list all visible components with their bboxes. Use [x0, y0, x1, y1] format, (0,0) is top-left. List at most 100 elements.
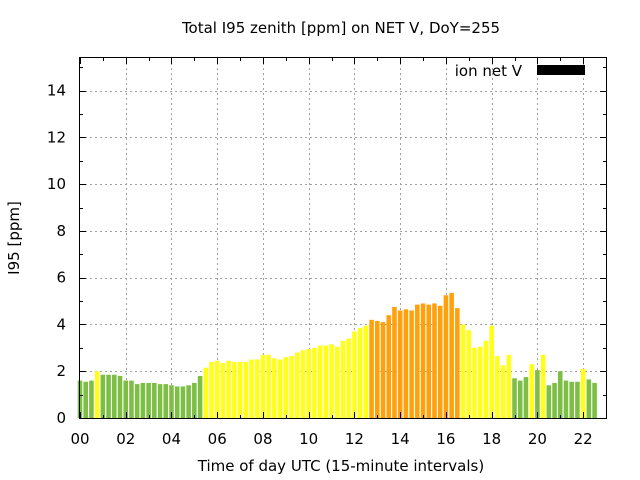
bar: [169, 385, 174, 418]
y-tick-label: 8: [56, 222, 66, 240]
bar: [340, 340, 346, 418]
x-tick-label: 18: [482, 430, 501, 448]
bar: [546, 385, 552, 418]
bar: [237, 361, 243, 418]
bar: [535, 370, 540, 418]
bar: [89, 380, 94, 418]
y-tick-label: 2: [56, 362, 66, 380]
bar: [466, 330, 472, 418]
bar: [294, 352, 300, 418]
bar: [323, 345, 329, 418]
bar: [392, 306, 397, 418]
x-tick-label: 08: [253, 430, 272, 448]
bar: [386, 315, 392, 418]
bar: [569, 381, 574, 418]
bar: [220, 363, 226, 418]
bar: [575, 381, 580, 418]
plot-frame: [79, 57, 607, 419]
bar: [523, 377, 529, 418]
bar: [209, 361, 214, 418]
bar: [306, 349, 311, 418]
bar: [283, 357, 289, 418]
x-tick-label: 16: [436, 430, 455, 448]
y-tick-label: 6: [56, 269, 66, 287]
bar: [106, 374, 111, 418]
bar: [335, 346, 340, 418]
bar: [506, 354, 512, 418]
bar: [437, 305, 443, 418]
bar: [123, 380, 129, 418]
bar: [563, 380, 569, 418]
bar: [146, 382, 151, 418]
bar: [455, 308, 460, 418]
bar: [500, 365, 506, 418]
bar: [483, 340, 489, 418]
bar: [443, 295, 449, 418]
bar: [512, 378, 517, 418]
chart-title: Total I95 zenith [ppm] on NET V, DoY=255: [181, 19, 500, 37]
y-tick-label: 10: [47, 175, 66, 193]
bar: [529, 364, 534, 418]
bar: [517, 380, 523, 418]
bar: [134, 384, 140, 418]
bar: [489, 325, 494, 418]
legend: ion net V: [455, 62, 585, 80]
legend-label: ion net V: [455, 62, 523, 80]
x-tick-label: 20: [528, 430, 547, 448]
bar: [112, 374, 117, 418]
bar: [415, 304, 420, 418]
bar: [186, 385, 191, 418]
bar: [214, 360, 220, 418]
bar: [83, 381, 88, 418]
bar: [477, 346, 483, 418]
bar: [174, 386, 180, 418]
x-tick-label: 04: [162, 430, 181, 448]
bar: [272, 358, 277, 418]
bar: [140, 382, 146, 418]
bar: [152, 382, 157, 418]
x-axis-label: Time of day UTC (15-minute intervals): [197, 457, 484, 475]
bar: [180, 386, 186, 418]
bar: [260, 354, 266, 418]
bar: [289, 356, 294, 418]
bar: [117, 375, 123, 418]
bar: [163, 384, 169, 418]
x-tick-label: 00: [70, 430, 89, 448]
bar: [363, 325, 369, 418]
grid: [80, 58, 606, 418]
bar: [552, 382, 557, 418]
x-tick-label: 06: [208, 430, 227, 448]
bar: [397, 310, 403, 418]
bar: [312, 347, 317, 418]
bar: [203, 367, 209, 418]
x-tick-label: 22: [574, 430, 593, 448]
bar: [426, 304, 432, 418]
bar: [540, 354, 546, 418]
x-tick-label: 14: [391, 430, 410, 448]
bar: [129, 380, 134, 418]
bar: [277, 359, 283, 418]
bar: [232, 361, 237, 418]
y-tick-label: 12: [47, 128, 66, 146]
legend-swatch: [537, 65, 585, 75]
bar: [557, 371, 563, 418]
bar: [449, 292, 454, 418]
bar: [243, 361, 249, 418]
bar: [586, 379, 592, 418]
bar: [403, 309, 409, 418]
bar: [380, 322, 386, 418]
bar: [346, 338, 351, 418]
y-axis-label: I95 [ppm]: [5, 201, 23, 275]
bar: [100, 374, 106, 418]
bar: [157, 384, 163, 418]
x-tick-label: 10: [299, 430, 318, 448]
bar: [592, 382, 597, 418]
bar: [420, 303, 426, 418]
bar: [197, 375, 203, 418]
bar: [375, 320, 380, 418]
bar: [357, 328, 363, 418]
bar: [472, 347, 477, 418]
bars: [77, 292, 597, 418]
bar: [329, 344, 334, 418]
